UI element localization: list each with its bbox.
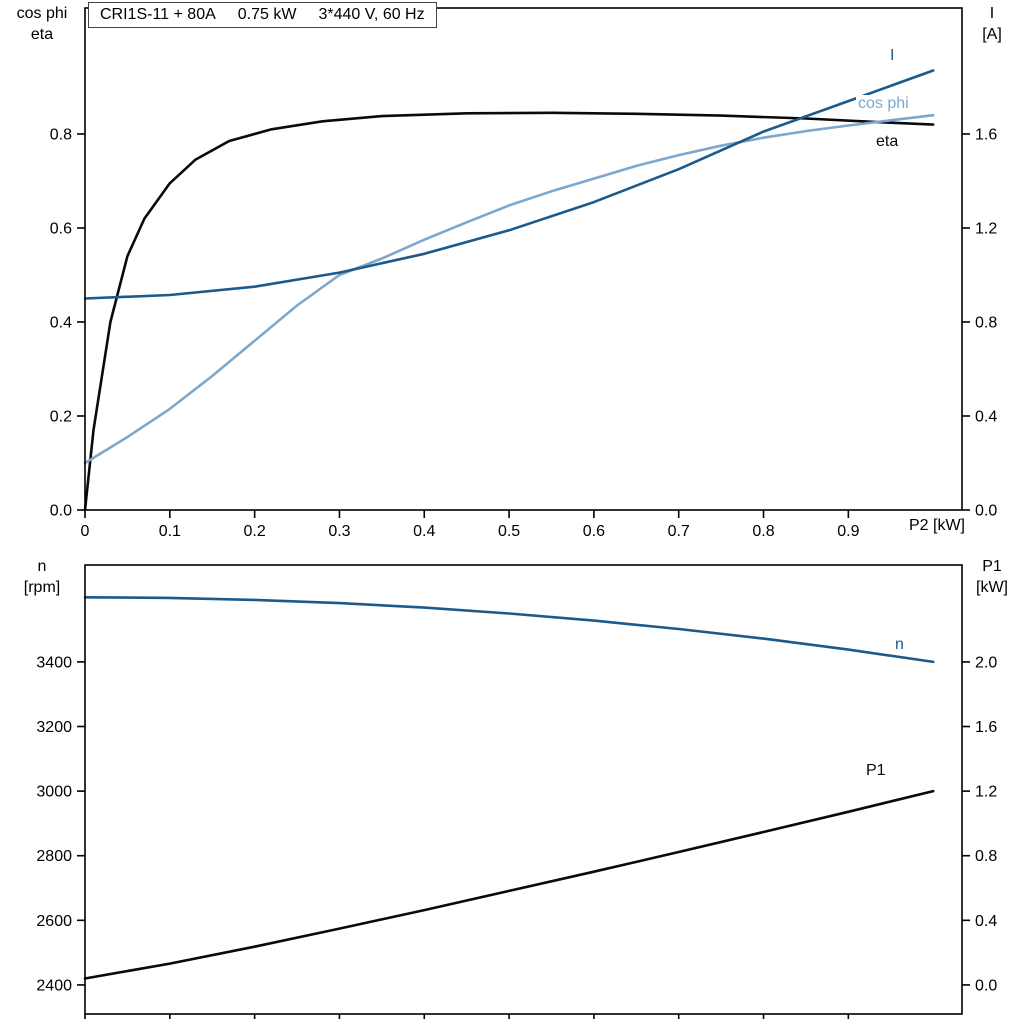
svg-text:0.0: 0.0 — [50, 503, 72, 520]
svg-text:3400: 3400 — [36, 654, 72, 671]
rpm-unit-label: [rpm] — [23, 579, 61, 596]
svg-text:2800: 2800 — [36, 848, 72, 865]
svg-text:0: 0 — [81, 523, 90, 540]
svg-text:0.4: 0.4 — [50, 314, 72, 331]
cos-phi-axis-label: cos phi — [16, 5, 68, 22]
eta-axis-label: eta — [30, 26, 54, 43]
svg-text:0.0: 0.0 — [975, 503, 997, 520]
eta-curve-label: eta — [874, 133, 901, 151]
svg-text:0.6: 0.6 — [583, 523, 605, 540]
svg-text:0.2: 0.2 — [244, 523, 266, 540]
svg-text:1.2: 1.2 — [975, 220, 997, 237]
svg-text:0.9: 0.9 — [837, 523, 859, 540]
svg-text:0.1: 0.1 — [159, 523, 181, 540]
svg-text:2.0: 2.0 — [975, 654, 997, 671]
svg-text:1.2: 1.2 — [975, 784, 997, 801]
svg-text:0.2: 0.2 — [50, 408, 72, 425]
top-chart-canvas: 0.0 0.2 0.4 0.6 0.8 0.0 0.4 0.8 1.2 1.6 0 0.1 0.2 0.3… — [50, 7, 997, 540]
svg-text:0.3: 0.3 — [328, 523, 350, 540]
power-rating-label: 0.75 kW — [237, 6, 297, 23]
svg-text:0.8: 0.8 — [752, 523, 774, 540]
current-axis-label: I — [989, 5, 995, 22]
svg-text:2600: 2600 — [36, 913, 72, 930]
svg-text:1.6: 1.6 — [975, 719, 997, 736]
kw-unit-label: [kW] — [976, 579, 1008, 596]
svg-text:0.4: 0.4 — [975, 913, 997, 930]
x-axis-label: P2 [kW] — [908, 517, 965, 534]
bottom-right-axis-title: P1 [kW] — [963, 556, 1021, 598]
current-curve-label: I — [888, 47, 897, 65]
svg-text:0.4: 0.4 — [975, 408, 997, 425]
svg-text:0.7: 0.7 — [668, 523, 690, 540]
svg-text:0.8: 0.8 — [50, 126, 72, 143]
cos-phi-curve-label: cos phi — [856, 95, 911, 113]
bottom-chart-canvas: 2400 2600 2800 3000 3200 3400 0.0 0.4 0.8 1.2 1.6 2… — [36, 564, 997, 1019]
ampere-unit-label: [A] — [982, 26, 1002, 43]
svg-text:0.0: 0.0 — [975, 977, 997, 994]
svg-text:0.8: 0.8 — [975, 314, 997, 331]
svg-text:0.6: 0.6 — [50, 220, 72, 237]
speed-axis-label: n — [37, 558, 47, 575]
speed-curve-label: n — [893, 636, 906, 654]
svg-text:0.5: 0.5 — [498, 523, 520, 540]
chart-title-box: CRI1S-11 + 80A 0.75 kW 3*440 V, 60 Hz — [88, 2, 437, 28]
top-left-axis-title: cos phi eta — [0, 3, 84, 45]
svg-text:0.4: 0.4 — [413, 523, 435, 540]
p1-curve-label: P1 — [864, 762, 888, 780]
svg-text:2400: 2400 — [36, 977, 72, 994]
bottom-left-axis-title: n [rpm] — [0, 556, 84, 598]
pump-model-label: CRI1S-11 + 80A — [100, 6, 216, 23]
svg-text:0.8: 0.8 — [975, 848, 997, 865]
top-right-axis-title: I [A] — [963, 3, 1021, 45]
svg-text:3000: 3000 — [36, 784, 72, 801]
p1-axis-label: P1 — [982, 558, 1002, 575]
svg-text:1.6: 1.6 — [975, 126, 997, 143]
voltage-frequency-label: 3*440 V, 60 Hz — [318, 6, 425, 23]
svg-text:3200: 3200 — [36, 719, 72, 736]
